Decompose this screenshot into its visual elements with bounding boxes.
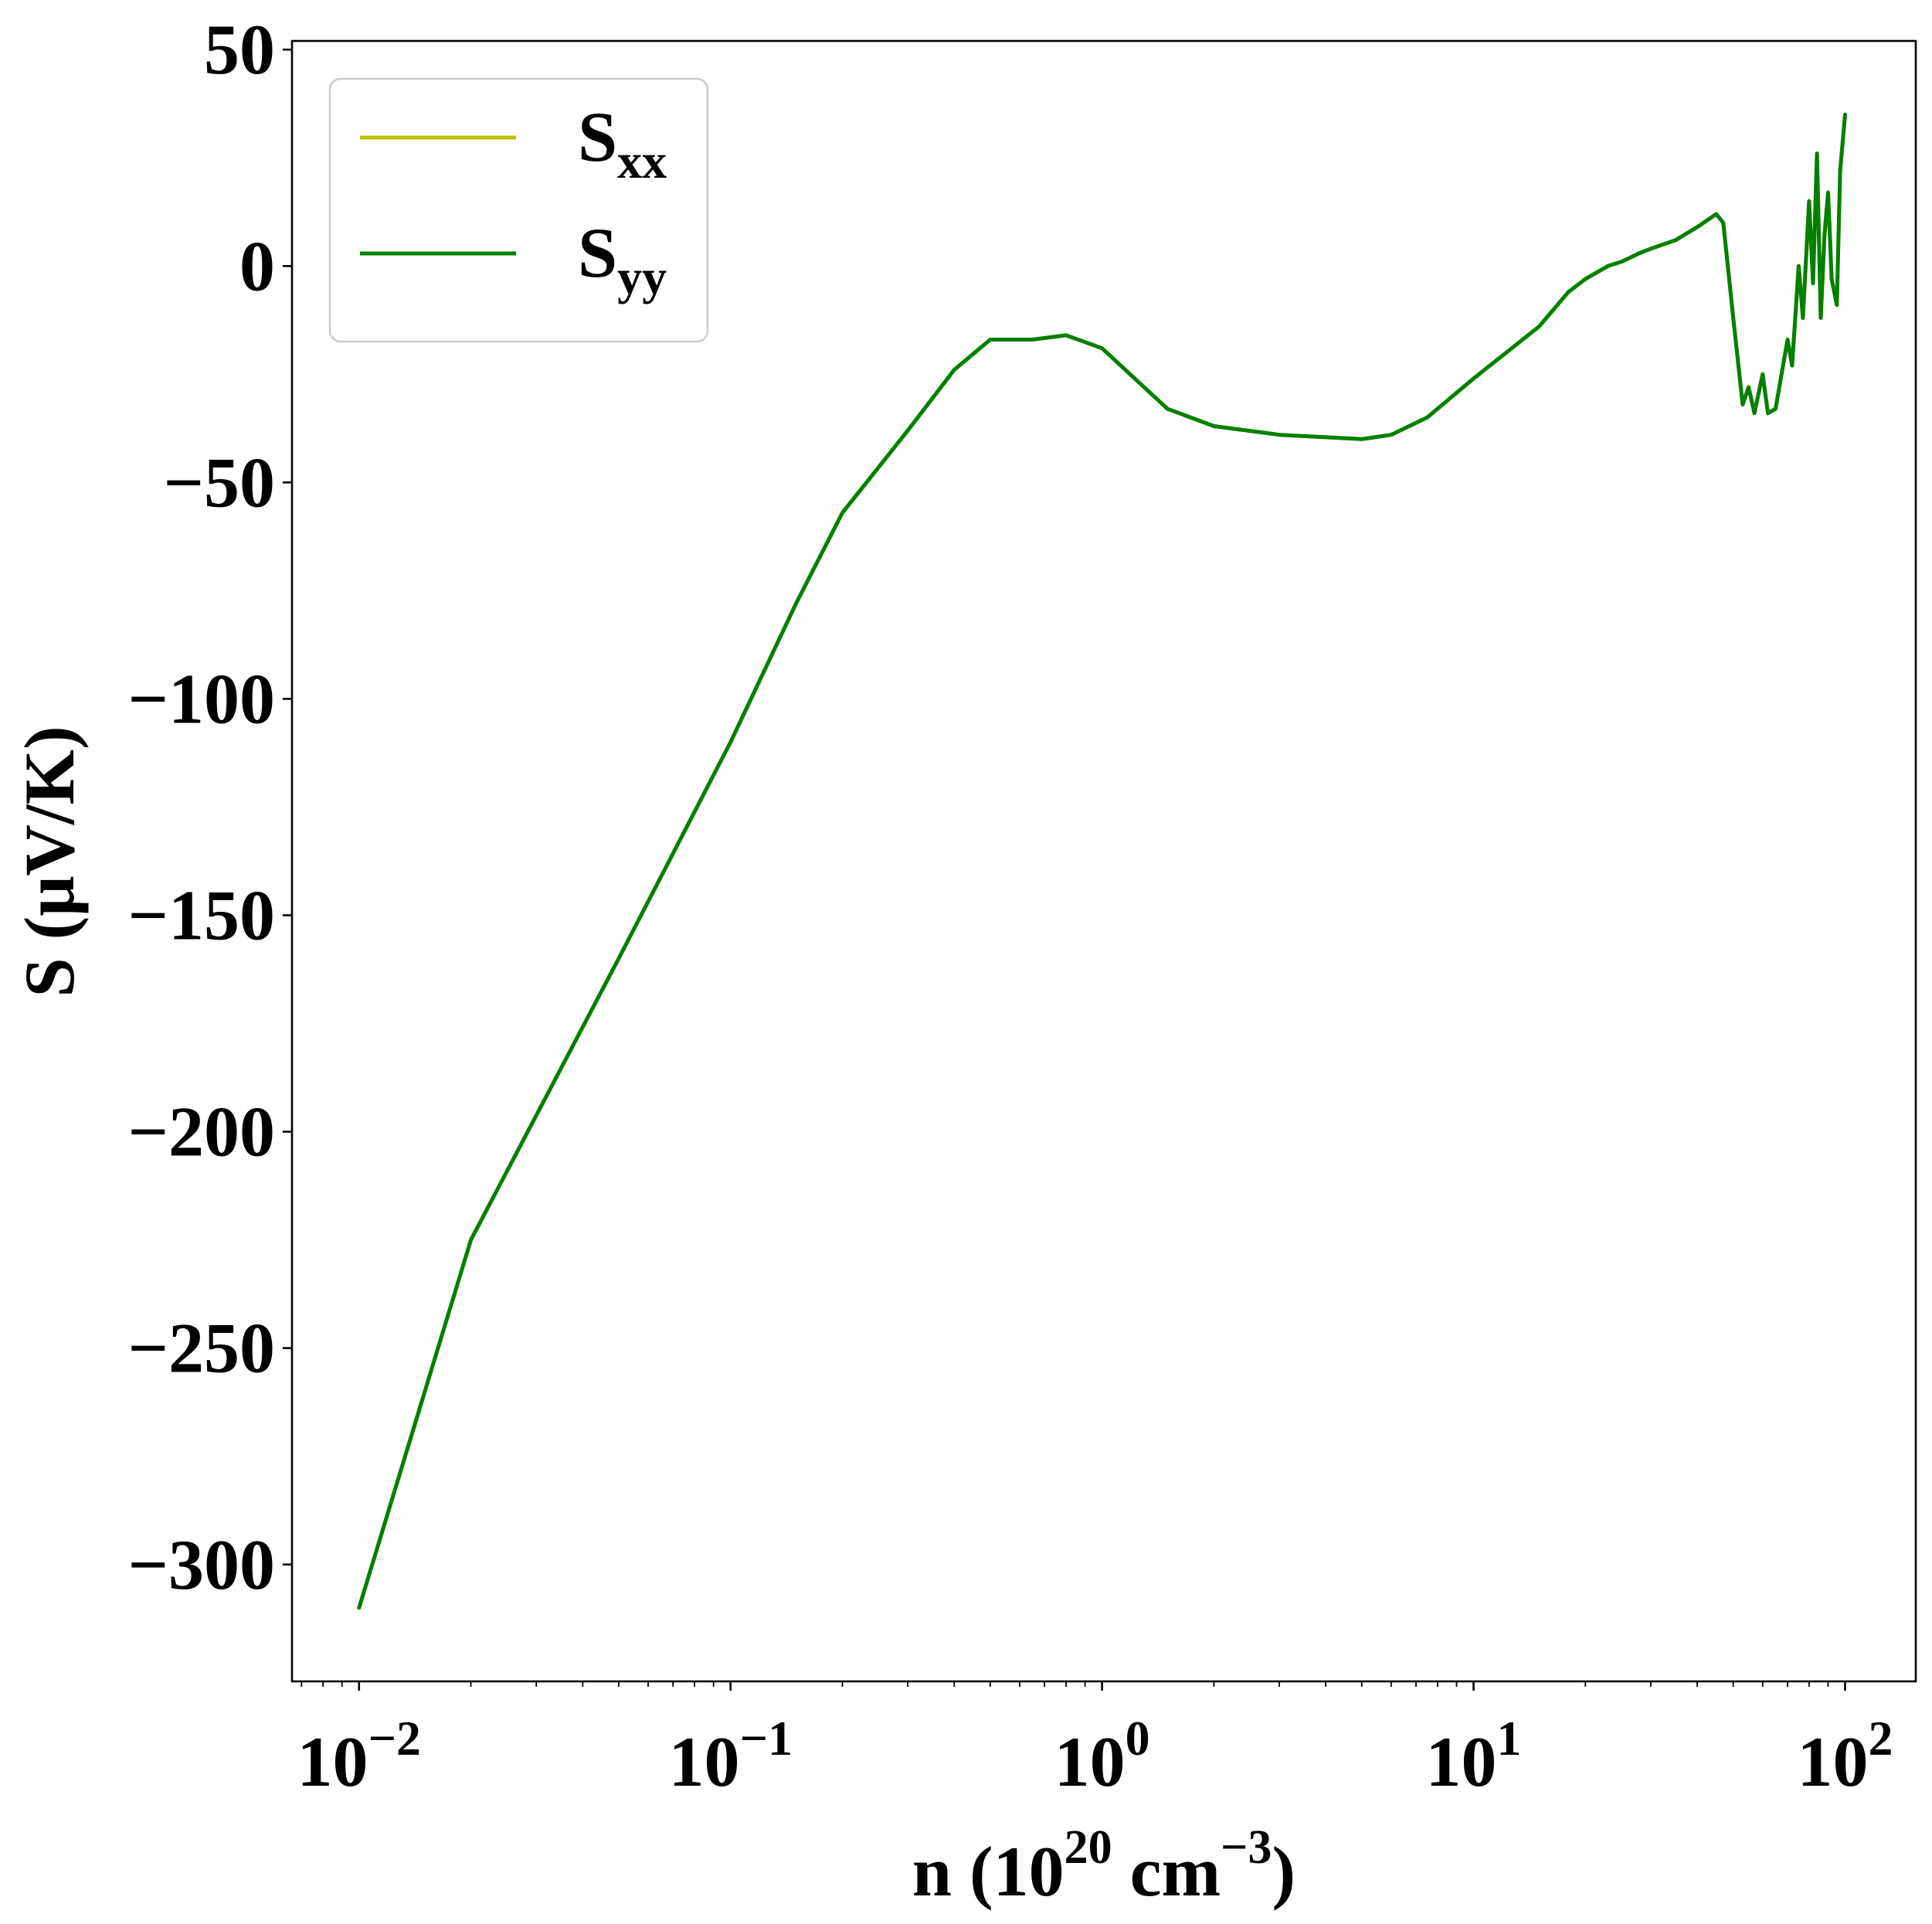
y-tick-label: −50 [164,443,275,522]
plot-frame [290,39,1917,1683]
series-layer [357,112,1847,1610]
x-tick-label: 101 [1426,1711,1522,1801]
x-tick-exponent: 2 [1868,1711,1893,1766]
y-tick-label: −300 [128,1525,275,1604]
x-axis-label-base: n (10 [912,1832,1064,1911]
x-tick-exponent: 0 [1126,1711,1150,1766]
x-tick-label: 10−1 [668,1711,792,1801]
x-tick-base: 10 [1426,1722,1497,1801]
x-axis-label-sup-unit-exponent: −3 [1221,1821,1272,1874]
x-tick-exponent: −2 [368,1711,421,1766]
series-line-syy [357,112,1847,1610]
x-tick-label: 100 [1054,1711,1150,1801]
x-tick-exponent: −1 [739,1711,792,1766]
x-axis-label-sup-exponent: 20 [1064,1821,1112,1874]
x-tick-base: 10 [297,1722,368,1801]
legend: Sxx Syy [328,77,709,343]
y-tick-label: 0 [239,226,275,305]
legend-label-yy: Syy [578,213,667,304]
x-tick-label: 10−2 [297,1711,421,1801]
y-tick-label: −150 [128,876,275,955]
x-tick-exponent: 1 [1497,1711,1522,1766]
legend-frame [328,77,709,343]
x-axis-label: n (1020 cm−3) [912,1821,1295,1911]
x-tick-base: 10 [1797,1722,1868,1801]
y-tick-label: −100 [128,659,275,738]
legend-label-xx: Sxx [578,97,667,189]
x-axis-label-close: ) [1272,1832,1296,1911]
x-tick-base: 10 [668,1722,739,1801]
y-tick-label: −200 [128,1093,275,1171]
y-tick-label: −250 [128,1309,275,1388]
x-tick-base: 10 [1054,1722,1126,1801]
x-axis-label-unit: cm [1112,1832,1221,1911]
y-tick-label: 50 [204,10,275,89]
x-tick-label: 102 [1797,1711,1893,1801]
y-axis-label: S (μV/K) [10,726,89,997]
